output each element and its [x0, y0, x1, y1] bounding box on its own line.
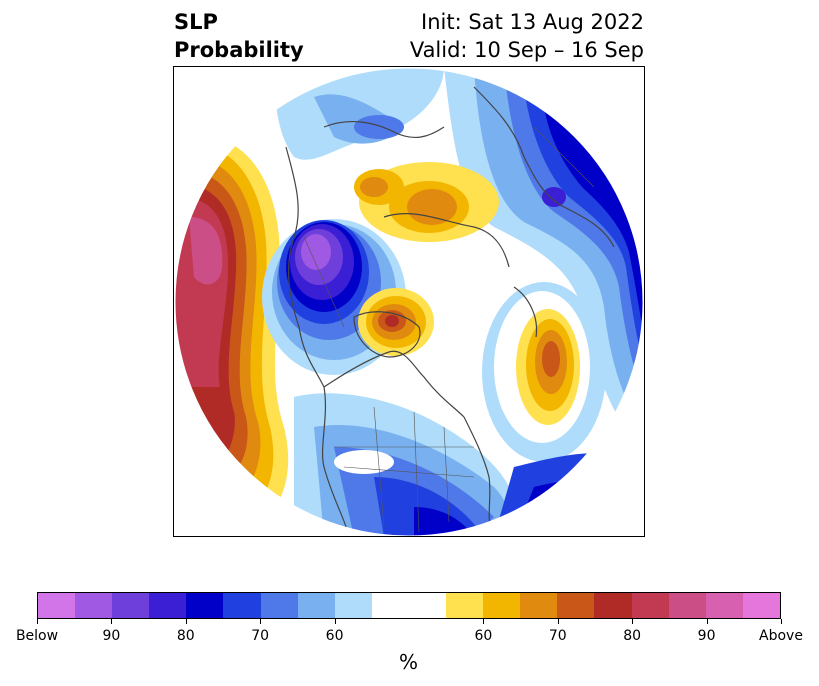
colorbar-tick-label: 60 [474, 628, 493, 644]
colorbar-segment [742, 593, 780, 618]
init-time: Init: Sat 13 Aug 2022 [421, 10, 644, 34]
colorbar-segment [334, 593, 372, 618]
colorbar-segment [75, 593, 113, 618]
colorbar-tick-label: 90 [697, 628, 716, 644]
probability-map [174, 67, 644, 536]
title-variable: SLP [174, 10, 218, 34]
colorbar-segment [38, 593, 76, 618]
colorbar-tick-mark [483, 619, 485, 624]
colorbar-tick-label: 90 [102, 628, 121, 644]
colorbar-segment [557, 593, 595, 618]
colorbar-segment [260, 593, 298, 618]
colorbar-unit: % [399, 650, 419, 674]
colorbar-tick-mark [706, 619, 708, 624]
colorbar-tick-mark [557, 619, 559, 624]
colorbar-segment [408, 593, 447, 618]
colorbar-segment [223, 593, 261, 618]
colorbar-tick-label: 70 [251, 628, 270, 644]
colorbar-tick-label: 80 [623, 628, 642, 644]
colorbar-tick-mark [185, 619, 187, 624]
colorbar-segment [668, 593, 706, 618]
pacific-above-region [175, 137, 289, 507]
colorbar-tick-mark [334, 619, 336, 624]
colorbar-tick-label: 80 [176, 628, 195, 644]
run-info: Init: Sat 13 Aug 2022 Valid: 10 Sep – 16… [410, 8, 644, 64]
coastlines [285, 86, 615, 536]
colorbar-segment [594, 593, 632, 618]
valid-period: Valid: 10 Sep – 16 Sep [409, 38, 644, 62]
colorbar-tick-mark [260, 619, 262, 624]
colorbar-tick-label: Below [15, 628, 59, 644]
title-type: Probability [174, 38, 304, 62]
colorbar-tick-mark [781, 619, 782, 624]
hudson-above-region [358, 288, 434, 356]
colorbar [37, 592, 781, 619]
colorbar-segment [112, 593, 150, 618]
colorbar-tick-label: 70 [548, 628, 567, 644]
atlantic-above-region [482, 282, 606, 462]
colorbar-segment [483, 593, 521, 618]
globe-edge [174, 67, 644, 536]
colorbar-tick-mark [111, 619, 113, 624]
colorbar-segment [371, 593, 409, 618]
map-panel [173, 66, 645, 537]
colorbar-tick-mark [37, 619, 38, 624]
colorbar-tick-label: Above [759, 628, 803, 644]
colorbar-segment [297, 593, 335, 618]
colorbar-segment [446, 593, 484, 618]
colorbar-tick-label: 60 [325, 628, 344, 644]
colorbar-segment [520, 593, 558, 618]
figure-title: SLP Probability [174, 8, 304, 64]
siberia-above-region [354, 162, 499, 242]
colorbar-segment [631, 593, 669, 618]
colorbar-tick-mark [632, 619, 634, 624]
colorbar-segment [149, 593, 187, 618]
colorbar-segment [705, 593, 743, 618]
colorbar-segment [186, 593, 224, 618]
polar-below-region [274, 68, 444, 160]
